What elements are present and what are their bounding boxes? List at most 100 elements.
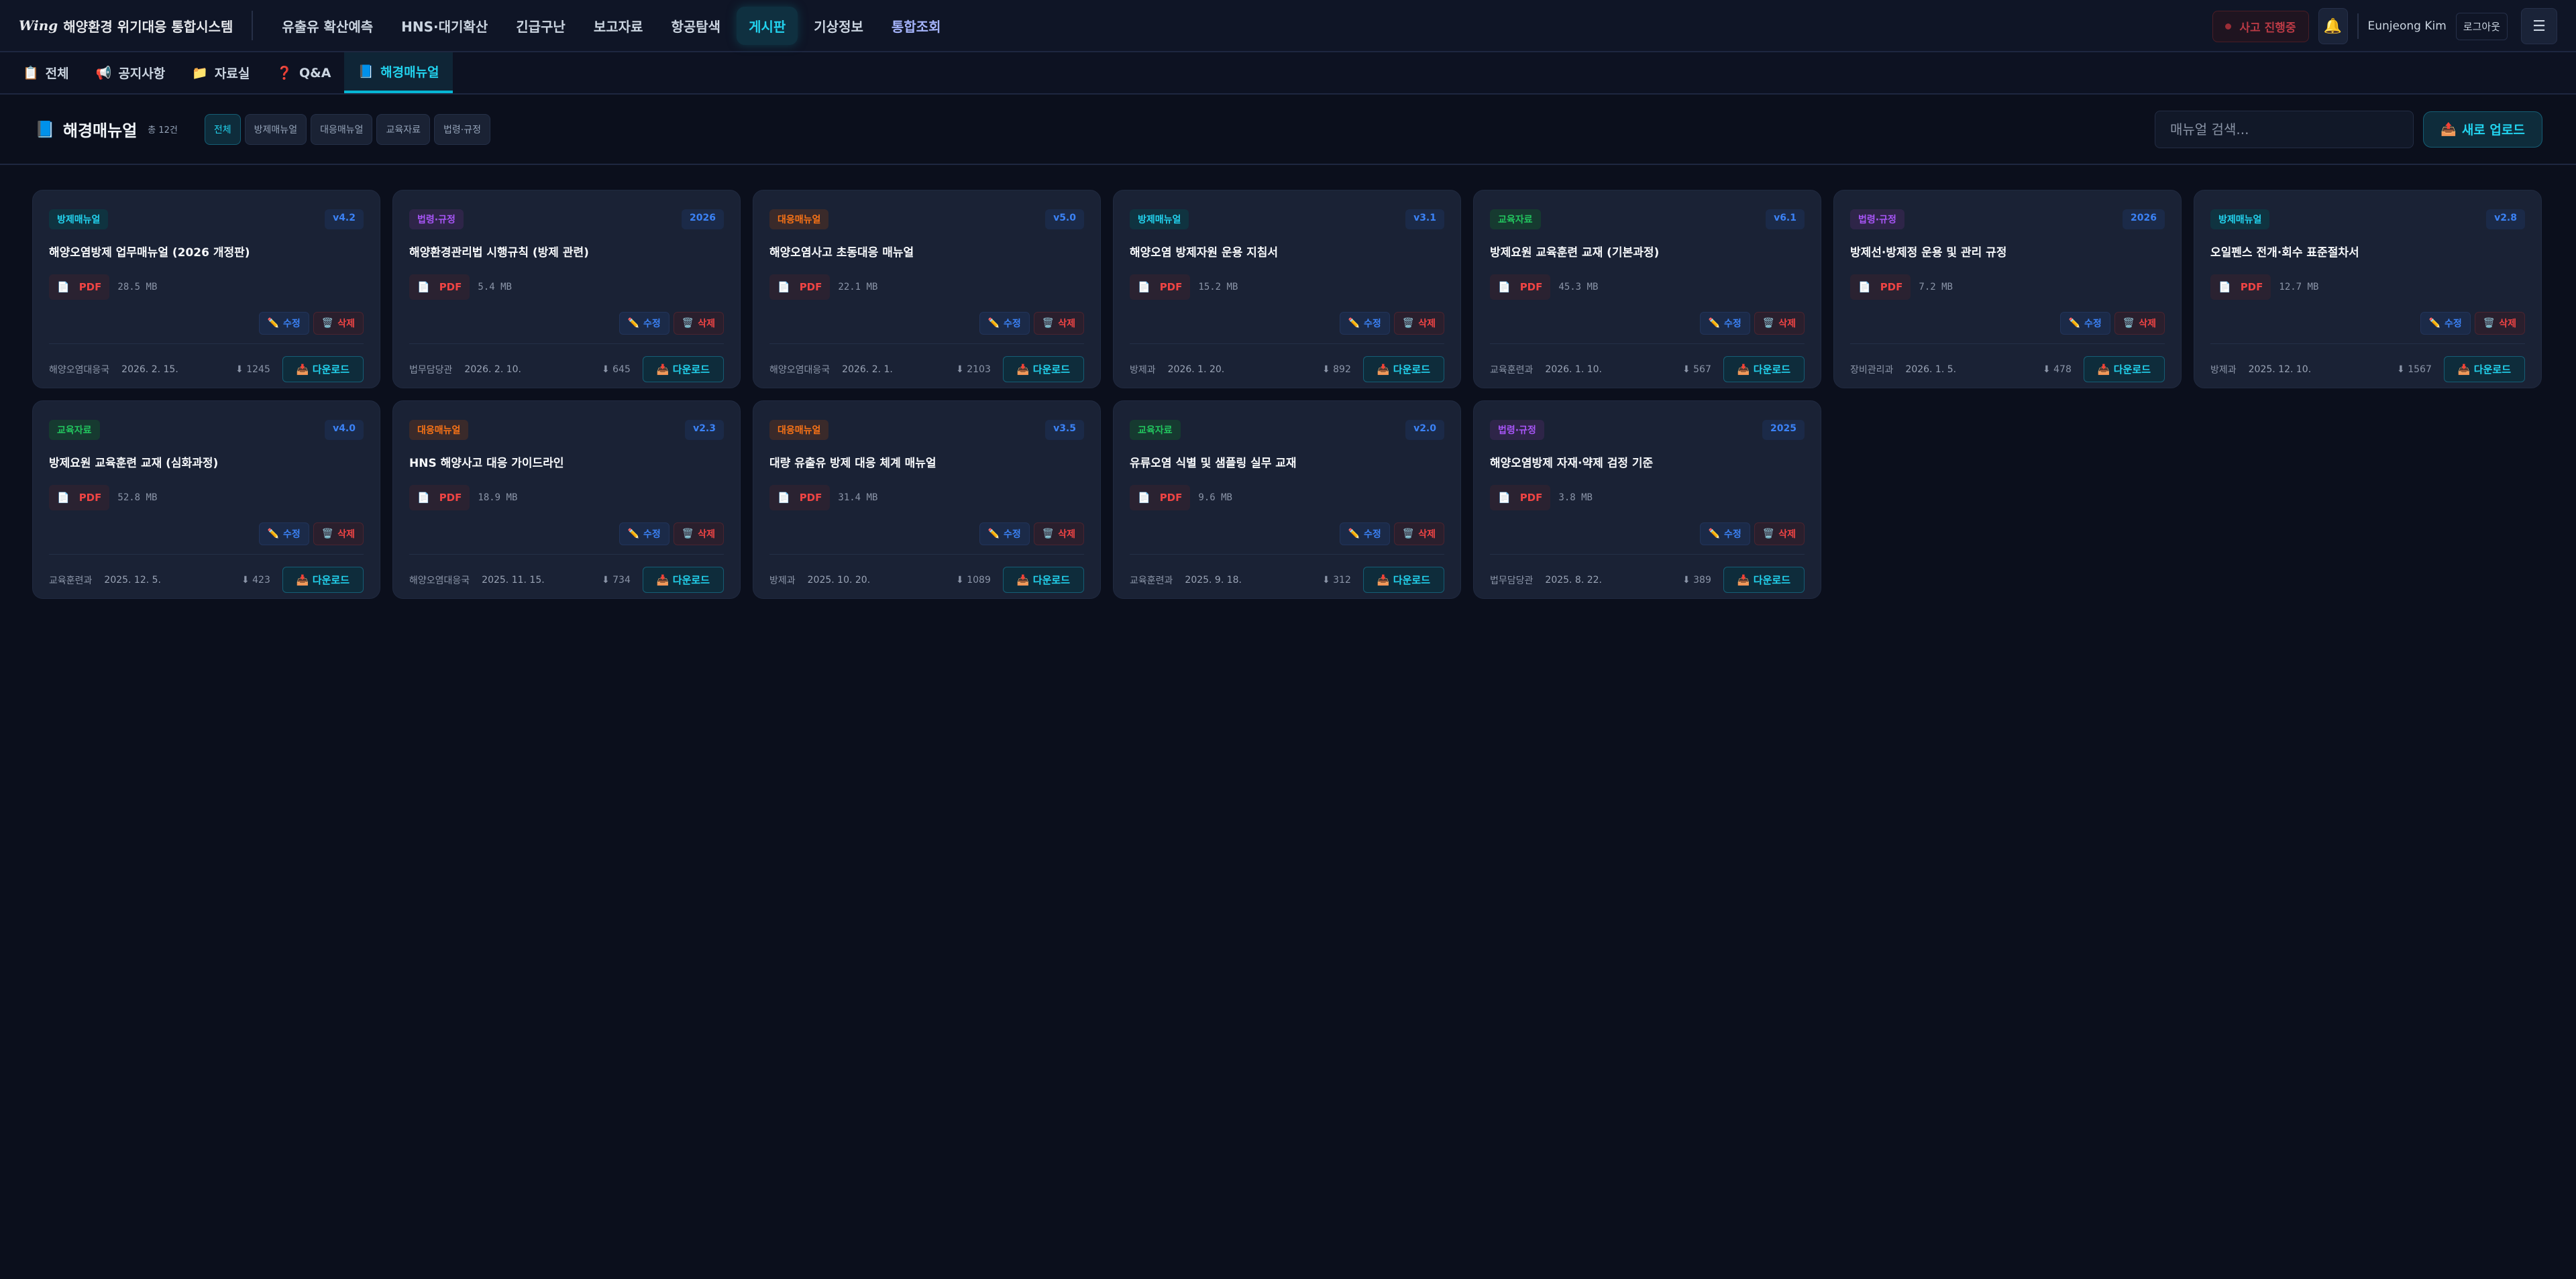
manual-title[interactable]: 해양환경관리법 시행규칙 (방제 관련) — [409, 246, 589, 260]
delete-button[interactable]: 🗑️ 삭제 — [2114, 312, 2165, 335]
manual-card[interactable]: 방제매뉴얼 v4.2 해양오염방제 업무매뉴얼 (2026 개정판) 📄 PDF 28… — [32, 190, 380, 388]
nav-item[interactable]: 통합조회 — [891, 18, 941, 35]
edit-button[interactable]: ✏️ 수정 — [258, 312, 309, 335]
department: 교육훈련과 — [1490, 364, 1534, 376]
delete-button[interactable]: 🗑️ 삭제 — [313, 522, 364, 545]
file-type: PDF — [1519, 492, 1543, 504]
subtab[interactable]: 📁 자료실 — [178, 52, 263, 93]
manual-title[interactable]: 방제요원 교육훈련 교재 (기본과정) — [1490, 246, 1660, 260]
nav-item[interactable]: 보고자료 — [593, 18, 643, 35]
filter-chip[interactable]: 교육자료 — [376, 113, 431, 145]
download-button[interactable]: 📥 다운로드 — [282, 567, 364, 593]
document-icon: 📄 — [1138, 492, 1150, 504]
manual-card[interactable]: 교육자료 v2.0 유류오염 식별 및 샘플링 실무 교재 📄 PDF 9.6 MB … — [1113, 400, 1461, 599]
nav-item[interactable]: 항공탐색 — [671, 18, 721, 35]
delete-button[interactable]: 🗑️ 삭제 — [673, 522, 724, 545]
subtab[interactable]: 📢 공지사항 — [83, 52, 179, 93]
manual-title[interactable]: 방제선·방제정 운용 및 관리 규정 — [1850, 246, 2007, 260]
download-count: ⬇ 312 — [1322, 575, 1351, 586]
department: 교육훈련과 — [49, 575, 93, 586]
subtab[interactable]: 📘 해경매뉴얼 — [344, 52, 453, 93]
nav-item[interactable]: HNS·대기확산 — [401, 18, 488, 35]
category-tag: 교육자료 — [49, 420, 100, 440]
manual-card[interactable]: 대응매뉴얼 v3.5 대량 유출유 방제 대응 체계 매뉴얼 📄 PDF 31.4 M… — [753, 400, 1101, 599]
manual-card[interactable]: 대응매뉴얼 v2.3 HNS 해양사고 대응 가이드라인 📄 PDF 18.9 MB … — [392, 400, 741, 599]
download-button[interactable]: 📥 다운로드 — [642, 567, 724, 593]
file-type-badge: 📄 PDF — [49, 274, 110, 300]
edit-button[interactable]: ✏️ 수정 — [1699, 312, 1750, 335]
delete-button[interactable]: 🗑️ 삭제 — [1033, 522, 1084, 545]
download-button[interactable]: 📥 다운로드 — [1723, 356, 1805, 382]
download-button[interactable]: 📥 다운로드 — [2443, 356, 2525, 382]
filter-chip[interactable]: 법령·규정 — [434, 113, 490, 145]
manual-title[interactable]: HNS 해양사고 대응 가이드라인 — [409, 457, 564, 470]
delete-button[interactable]: 🗑️ 삭제 — [1754, 312, 1805, 335]
edit-button[interactable]: ✏️ 수정 — [1339, 312, 1390, 335]
manual-search-input[interactable] — [2155, 110, 2414, 148]
delete-label: 삭제 — [1058, 319, 1075, 329]
new-upload-button[interactable]: 📤 새로 업로드 — [2423, 111, 2542, 148]
download-count-value: 892 — [1333, 364, 1351, 375]
download-icon: 📥 — [656, 364, 669, 376]
manual-card[interactable]: 법령·규정 2025 해양오염방제 자재·약제 검정 기준 📄 PDF 3.8 MB … — [1473, 400, 1821, 599]
notification-button[interactable]: 🔔 — [2318, 8, 2348, 44]
manual-title[interactable]: 해양오염 방제자원 운용 지침서 — [1130, 246, 1279, 260]
document-icon: 📄 — [1138, 281, 1150, 293]
subtab[interactable]: 📋 전체 — [9, 52, 83, 93]
download-button[interactable]: 📥 다운로드 — [1002, 567, 1084, 593]
delete-button[interactable]: 🗑️ 삭제 — [673, 312, 724, 335]
manual-title[interactable]: 해양오염방제 자재·약제 검정 기준 — [1490, 457, 1654, 470]
download-button[interactable]: 📥 다운로드 — [642, 356, 724, 382]
nav-item[interactable]: 긴급구난 — [516, 18, 566, 35]
manual-card[interactable]: 법령·규정 2026 해양환경관리법 시행규칙 (방제 관련) 📄 PDF 5.4 M… — [392, 190, 741, 388]
manual-title[interactable]: 해양오염사고 초동대응 매뉴얼 — [769, 246, 914, 260]
delete-button[interactable]: 🗑️ 삭제 — [1033, 312, 1084, 335]
download-button[interactable]: 📥 다운로드 — [1362, 356, 1444, 382]
app-logo[interactable]: Wing 해양환경 위기대응 통합시스템 — [19, 11, 254, 40]
manual-card[interactable]: 대응매뉴얼 v5.0 해양오염사고 초동대응 매뉴얼 📄 PDF 22.1 MB ✏️… — [753, 190, 1101, 388]
manual-card[interactable]: 교육자료 v4.0 방제요원 교육훈련 교재 (심화과정) 📄 PDF 52.8 MB… — [32, 400, 380, 599]
manual-card[interactable]: 법령·규정 2026 방제선·방제정 운용 및 관리 규정 📄 PDF 7.2 MB … — [1833, 190, 2182, 388]
manual-card[interactable]: 교육자료 v6.1 방제요원 교육훈련 교재 (기본과정) 📄 PDF 45.3 MB… — [1473, 190, 1821, 388]
delete-button[interactable]: 🗑️ 삭제 — [1754, 522, 1805, 545]
filter-chip[interactable]: 방제매뉴얼 — [244, 113, 307, 145]
nav-item[interactable]: 게시판 — [737, 6, 798, 45]
edit-button[interactable]: ✏️ 수정 — [2420, 312, 2471, 335]
filter-chip[interactable]: 전체 — [204, 113, 241, 145]
nav-item[interactable]: 기상정보 — [814, 18, 863, 35]
download-icon: 📥 — [1377, 574, 1390, 586]
edit-button[interactable]: ✏️ 수정 — [979, 522, 1030, 545]
edit-button[interactable]: ✏️ 수정 — [258, 522, 309, 545]
edit-label: 수정 — [2445, 319, 2462, 329]
logout-button[interactable]: 로그아웃 — [2455, 12, 2508, 40]
download-button[interactable]: 📥 다운로드 — [282, 356, 364, 382]
filter-chip[interactable]: 대응매뉴얼 — [311, 113, 373, 145]
edit-button[interactable]: ✏️ 수정 — [979, 312, 1030, 335]
upload-date: 2025. 12. 10. — [2248, 364, 2312, 375]
download-button[interactable]: 📥 다운로드 — [1723, 567, 1805, 593]
manual-title[interactable]: 방제요원 교육훈련 교재 (심화과정) — [49, 457, 219, 470]
subtab[interactable]: ❓ Q&A — [263, 52, 344, 93]
manual-card[interactable]: 방제매뉴얼 v3.1 해양오염 방제자원 운용 지침서 📄 PDF 15.2 MB ✏… — [1113, 190, 1461, 388]
manual-title[interactable]: 오일펜스 전개·회수 표준절차서 — [2210, 246, 2359, 260]
edit-button[interactable]: ✏️ 수정 — [619, 312, 669, 335]
incident-status-button[interactable]: 사고 진행중 — [2212, 10, 2309, 42]
edit-button[interactable]: ✏️ 수정 — [1339, 522, 1390, 545]
delete-button[interactable]: 🗑️ 삭제 — [1393, 312, 1444, 335]
delete-button[interactable]: 🗑️ 삭제 — [313, 312, 364, 335]
delete-button[interactable]: 🗑️ 삭제 — [2474, 312, 2525, 335]
edit-button[interactable]: ✏️ 수정 — [619, 522, 669, 545]
download-button[interactable]: 📥 다운로드 — [1002, 356, 1084, 382]
edit-button[interactable]: ✏️ 수정 — [1699, 522, 1750, 545]
nav-item[interactable]: 유출유 확산예측 — [282, 18, 374, 35]
divider — [1490, 554, 1805, 555]
download-button[interactable]: 📥 다운로드 — [1362, 567, 1444, 593]
edit-button[interactable]: ✏️ 수정 — [2059, 312, 2110, 335]
manual-title[interactable]: 대량 유출유 방제 대응 체계 매뉴얼 — [769, 457, 936, 470]
delete-button[interactable]: 🗑️ 삭제 — [1393, 522, 1444, 545]
manual-card[interactable]: 방제매뉴얼 v2.8 오일펜스 전개·회수 표준절차서 📄 PDF 12.7 MB ✏… — [2194, 190, 2542, 388]
menu-button[interactable]: ☰ — [2521, 8, 2557, 44]
manual-title[interactable]: 해양오염방제 업무매뉴얼 (2026 개정판) — [49, 246, 250, 260]
download-button[interactable]: 📥 다운로드 — [2083, 356, 2165, 382]
manual-title[interactable]: 유류오염 식별 및 샘플링 실무 교재 — [1130, 457, 1297, 470]
